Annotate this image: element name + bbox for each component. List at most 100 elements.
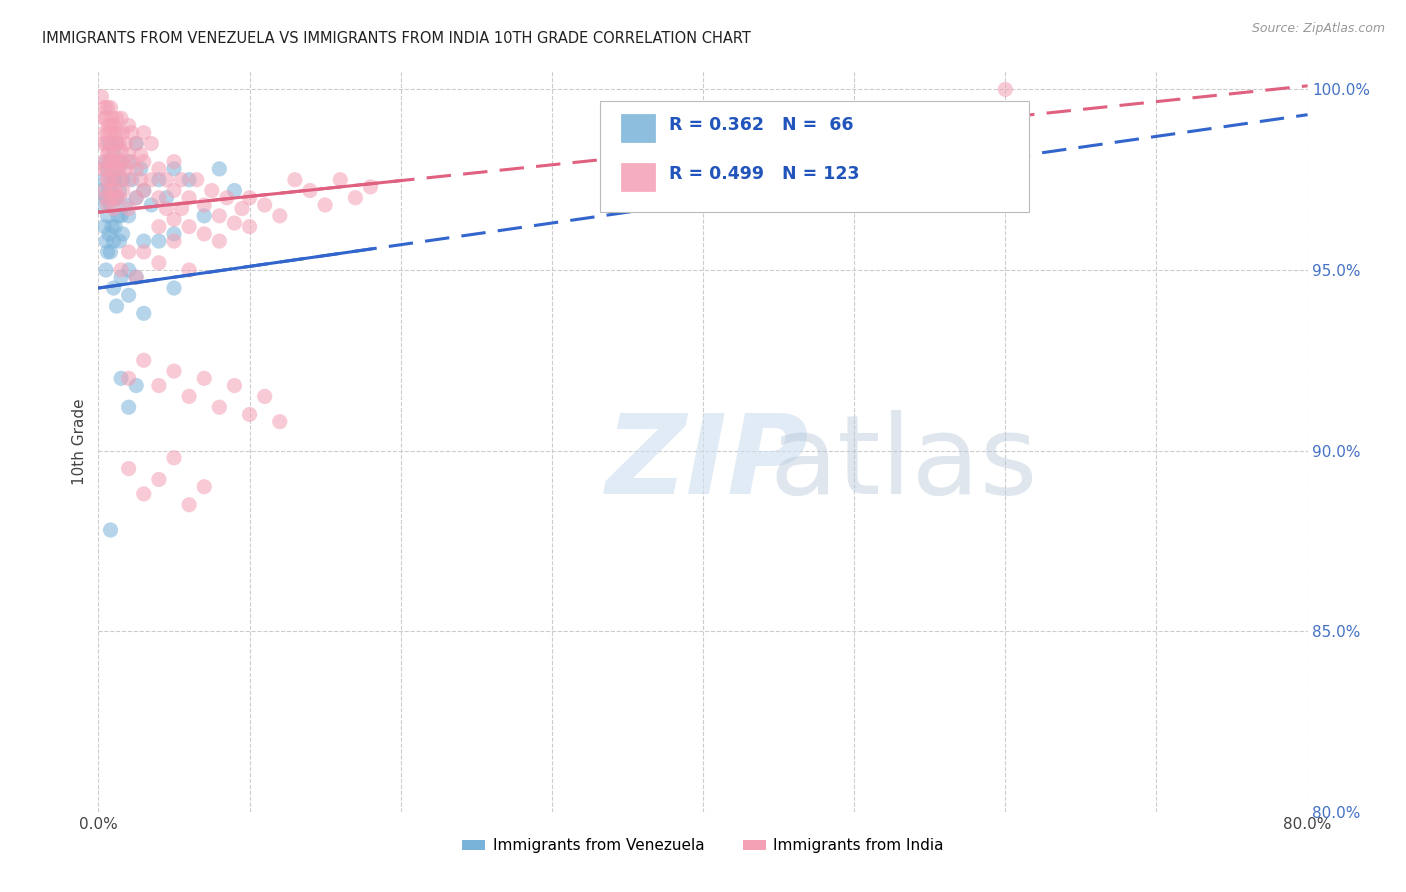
Immigrants from India	[155, 202, 177, 216]
Immigrants from India	[96, 147, 118, 161]
Immigrants from India	[163, 154, 186, 169]
Immigrants from India	[129, 172, 152, 186]
Immigrants from India	[215, 191, 238, 205]
Immigrants from India	[125, 161, 148, 176]
Immigrants from India	[299, 184, 322, 198]
Bar	[621, 113, 655, 142]
Immigrants from India	[141, 172, 163, 186]
Immigrants from India	[118, 371, 141, 385]
Immigrants from India	[208, 209, 231, 223]
Y-axis label: 10th Grade: 10th Grade	[72, 398, 87, 485]
Immigrants from India	[193, 198, 215, 212]
Immigrants from India	[108, 191, 131, 205]
Immigrants from India	[208, 234, 231, 248]
Immigrants from Venezuela	[118, 209, 141, 223]
Immigrants from India	[96, 172, 118, 186]
Immigrants from Venezuela	[111, 172, 134, 186]
Immigrants from Venezuela	[125, 191, 148, 205]
Immigrants from India	[118, 244, 141, 259]
Immigrants from India	[111, 184, 134, 198]
Immigrants from India	[269, 415, 291, 429]
Immigrants from Venezuela	[224, 184, 246, 198]
Immigrants from India	[91, 136, 114, 151]
Immigrants from Venezuela	[94, 154, 117, 169]
Immigrants from India	[105, 112, 128, 126]
Immigrants from India	[93, 184, 115, 198]
Immigrants from India	[253, 389, 276, 403]
Immigrants from Venezuela	[163, 161, 186, 176]
Immigrants from Venezuela	[125, 136, 148, 151]
Text: R = 0.362   N =  66: R = 0.362 N = 66	[669, 116, 853, 134]
Immigrants from India	[193, 371, 215, 385]
Immigrants from Venezuela	[103, 144, 125, 158]
FancyBboxPatch shape	[600, 101, 1029, 212]
Immigrants from India	[163, 184, 186, 198]
Immigrants from Venezuela	[108, 234, 131, 248]
Immigrants from Venezuela	[100, 154, 122, 169]
Immigrants from Venezuela	[104, 219, 127, 234]
Immigrants from Venezuela	[208, 161, 231, 176]
Immigrants from India	[201, 184, 224, 198]
Immigrants from India	[179, 219, 201, 234]
Immigrants from India	[96, 198, 118, 212]
Immigrants from India	[103, 172, 125, 186]
Immigrants from Venezuela	[121, 172, 143, 186]
Immigrants from Venezuela	[98, 184, 121, 198]
Immigrants from Venezuela	[148, 172, 170, 186]
Immigrants from India	[193, 227, 215, 241]
Immigrants from India	[132, 244, 155, 259]
Immigrants from Venezuela	[118, 263, 141, 277]
Immigrants from India	[96, 126, 118, 140]
Immigrants from India	[231, 202, 253, 216]
Immigrants from Venezuela	[110, 209, 132, 223]
Immigrants from India	[170, 202, 193, 216]
Immigrants from India	[132, 184, 155, 198]
Immigrants from India	[179, 191, 201, 205]
Immigrants from India	[94, 136, 117, 151]
Immigrants from India	[148, 473, 170, 487]
Immigrants from Venezuela	[155, 191, 177, 205]
Immigrants from Venezuela	[141, 198, 163, 212]
Immigrants from Venezuela	[94, 191, 117, 205]
Immigrants from Venezuela	[110, 270, 132, 285]
Immigrants from India	[91, 161, 114, 176]
Immigrants from Venezuela	[111, 227, 134, 241]
Immigrants from India	[108, 136, 131, 151]
Text: atlas: atlas	[769, 410, 1038, 517]
Immigrants from Venezuela	[107, 209, 129, 223]
Immigrants from Venezuela	[101, 219, 124, 234]
Immigrants from Venezuela	[125, 270, 148, 285]
Immigrants from India	[93, 126, 115, 140]
Immigrants from Venezuela	[118, 154, 141, 169]
Bar	[621, 163, 655, 191]
Immigrants from India	[110, 112, 132, 126]
Immigrants from India	[114, 161, 136, 176]
Immigrants from India	[94, 112, 117, 126]
Immigrants from India	[103, 147, 125, 161]
Immigrants from India	[148, 161, 170, 176]
Immigrants from India	[105, 191, 128, 205]
Immigrants from Venezuela	[163, 227, 186, 241]
Immigrants from Venezuela	[103, 281, 125, 295]
Legend: Immigrants from Venezuela, Immigrants from India: Immigrants from Venezuela, Immigrants fr…	[456, 832, 950, 860]
Immigrants from Venezuela	[103, 234, 125, 248]
Immigrants from India	[93, 100, 115, 114]
Immigrants from Venezuela	[110, 371, 132, 385]
Immigrants from India	[163, 450, 186, 465]
Immigrants from India	[125, 191, 148, 205]
Immigrants from India	[103, 202, 125, 216]
Immigrants from India	[101, 161, 124, 176]
Immigrants from India	[344, 191, 367, 205]
Immigrants from India	[125, 270, 148, 285]
Immigrants from Venezuela	[100, 244, 122, 259]
Immigrants from Venezuela	[100, 198, 122, 212]
Immigrants from Venezuela	[96, 161, 118, 176]
Immigrants from Venezuela	[105, 136, 128, 151]
Immigrants from India	[129, 147, 152, 161]
Immigrants from India	[107, 154, 129, 169]
Immigrants from India	[118, 202, 141, 216]
Immigrants from India	[132, 353, 155, 368]
Immigrants from India	[118, 119, 141, 133]
Immigrants from India	[111, 126, 134, 140]
Immigrants from India	[224, 216, 246, 230]
